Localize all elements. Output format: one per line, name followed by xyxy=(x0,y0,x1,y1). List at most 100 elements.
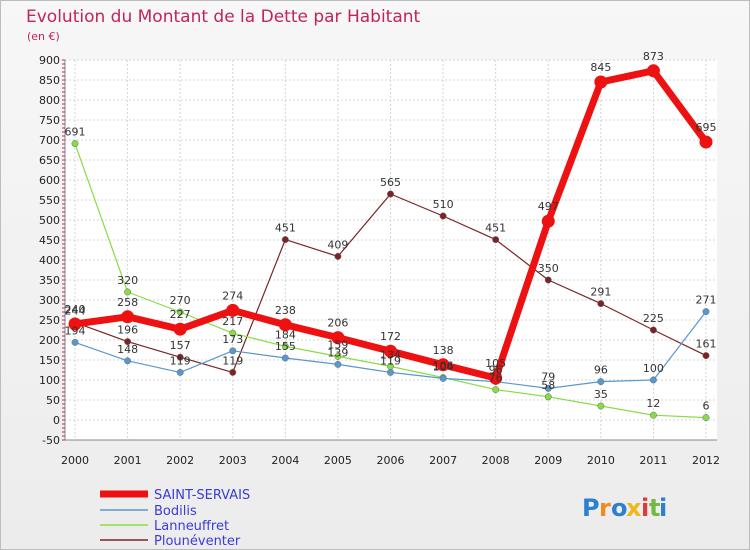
y-tick-label: 300 xyxy=(39,294,60,307)
data-label: 451 xyxy=(485,222,506,235)
data-label: 291 xyxy=(590,286,611,299)
data-point xyxy=(173,322,187,336)
data-point xyxy=(544,384,552,392)
y-tick-label: 550 xyxy=(39,194,60,207)
y-tick-label: -50 xyxy=(42,434,60,447)
x-tick-label: 2011 xyxy=(639,454,667,467)
data-label: 96 xyxy=(489,364,503,377)
data-label: 155 xyxy=(275,340,296,353)
y-tick-label: 450 xyxy=(39,234,60,247)
data-label: 244 xyxy=(65,304,86,317)
y-tick-label: 500 xyxy=(39,214,60,227)
y-tick-label: 600 xyxy=(39,174,60,187)
data-label: 161 xyxy=(696,338,717,351)
data-point xyxy=(649,376,657,384)
data-point xyxy=(492,386,500,394)
data-label: 173 xyxy=(222,333,243,346)
data-point xyxy=(278,318,292,332)
data-point xyxy=(597,300,605,308)
data-label: 845 xyxy=(590,61,611,74)
data-label: 134 xyxy=(380,348,401,361)
legend-label: Plounéventer xyxy=(154,534,241,549)
data-label: 79 xyxy=(541,370,555,383)
x-tick-label: 2006 xyxy=(377,454,405,467)
y-tick-label: 750 xyxy=(39,114,60,127)
data-label: 691 xyxy=(65,126,86,139)
data-point xyxy=(702,352,710,360)
data-point xyxy=(649,326,657,334)
data-label: 497 xyxy=(538,200,559,213)
data-label: 12 xyxy=(646,397,660,410)
data-label: 695 xyxy=(696,121,717,134)
data-label: 104 xyxy=(433,360,454,373)
data-label: 157 xyxy=(170,339,191,352)
legend: SAINT-SERVAISBodilisLanneuffretPlounéven… xyxy=(100,488,250,549)
data-point xyxy=(646,64,660,78)
data-point xyxy=(541,214,555,228)
data-point xyxy=(229,347,237,355)
data-point xyxy=(281,342,289,350)
series-layer xyxy=(68,64,713,422)
x-tick-label: 2009 xyxy=(534,454,562,467)
data-point xyxy=(229,368,237,376)
logo-letter: i xyxy=(659,494,667,522)
x-tick-label: 2004 xyxy=(271,454,299,467)
data-label: 451 xyxy=(275,222,296,235)
y-tick-label: 250 xyxy=(39,314,60,327)
x-tick-label: 2000 xyxy=(61,454,89,467)
chart-title: Evolution du Montant de la Dette par Hab… xyxy=(26,7,421,27)
data-label: 225 xyxy=(643,312,664,325)
logo-letter: r xyxy=(599,494,611,522)
data-point xyxy=(281,354,289,362)
data-point xyxy=(544,393,552,401)
axes: -50 0 50 100 150 200 250 300 350 400 450 500 550 600 6… xyxy=(39,54,720,467)
data-point xyxy=(176,353,184,361)
logo-letter: x xyxy=(626,494,642,522)
y-tick-label: 150 xyxy=(39,354,60,367)
data-label: 76 xyxy=(489,372,503,385)
data-label: 206 xyxy=(327,317,348,330)
data-point xyxy=(597,378,605,386)
y-tick-label: 100 xyxy=(39,374,60,387)
data-label: 238 xyxy=(275,304,296,317)
data-point xyxy=(331,331,345,345)
data-point xyxy=(124,357,132,365)
data-label: 227 xyxy=(170,308,191,321)
data-point xyxy=(384,344,397,358)
data-label: 138 xyxy=(433,344,454,357)
data-label: 510 xyxy=(433,198,454,211)
logo-letter: o xyxy=(611,494,628,522)
data-point xyxy=(594,75,608,89)
x-tick-label: 2010 xyxy=(587,454,615,467)
data-label: 100 xyxy=(643,362,664,375)
data-label: 139 xyxy=(327,346,348,359)
data-label: 106 xyxy=(433,360,454,373)
data-point xyxy=(121,310,135,324)
y-tick-label: 200 xyxy=(39,334,60,347)
data-label: 274 xyxy=(222,289,243,302)
data-label: 184 xyxy=(275,328,296,341)
data-label: 258 xyxy=(117,296,138,309)
data-point xyxy=(699,135,713,149)
x-tick-label: 2003 xyxy=(219,454,247,467)
y-tick-label: 350 xyxy=(39,274,60,287)
legend-label: Bodilis xyxy=(154,504,197,519)
data-point xyxy=(439,374,447,382)
data-label: 58 xyxy=(541,379,555,392)
y-tick-label: 0 xyxy=(53,414,60,427)
data-point xyxy=(124,288,132,296)
data-point xyxy=(334,252,342,260)
data-label: 119 xyxy=(222,354,243,367)
data-point xyxy=(176,368,184,376)
data-point xyxy=(702,414,710,422)
data-label: 119 xyxy=(380,354,401,367)
data-point xyxy=(597,402,605,410)
grid xyxy=(65,59,717,441)
data-label: 873 xyxy=(643,50,664,63)
data-label: 6 xyxy=(703,400,710,413)
y-tick-label: 650 xyxy=(39,154,60,167)
x-tick-label: 2008 xyxy=(482,454,510,467)
data-label: 105 xyxy=(485,357,506,370)
